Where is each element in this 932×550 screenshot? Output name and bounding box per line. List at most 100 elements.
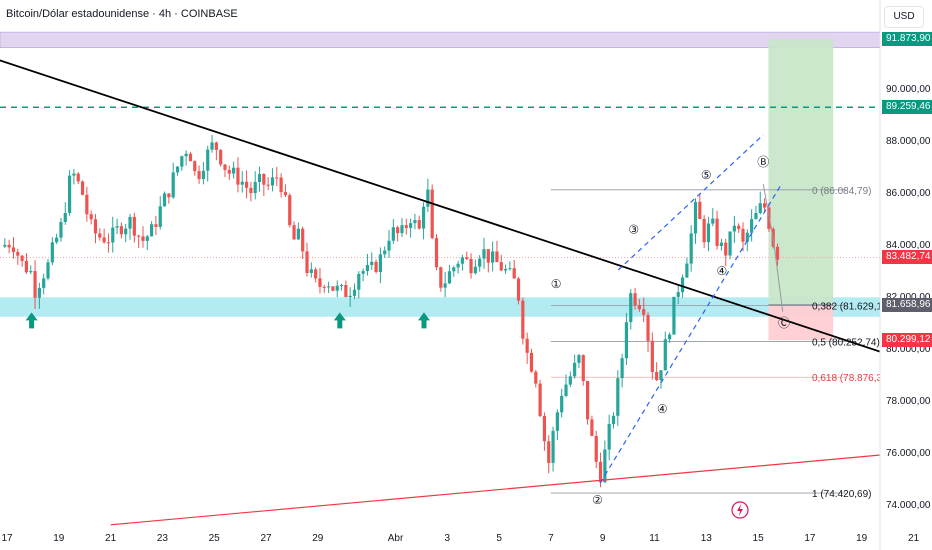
candle-body — [197, 171, 201, 180]
fib-level-label: 0 (86.084,79) — [812, 186, 872, 197]
candle-body — [521, 300, 525, 339]
candle-body — [560, 395, 564, 413]
candle-body — [305, 251, 309, 273]
candle-body — [378, 254, 382, 273]
candle-body — [469, 258, 473, 274]
candle-body — [335, 285, 339, 291]
candle-body — [7, 244, 11, 248]
wave-label: Ⓑ — [757, 155, 769, 169]
candle-body — [620, 358, 624, 379]
candle-body — [292, 225, 296, 240]
wave-label: ④ — [716, 264, 727, 278]
target-zone — [768, 39, 834, 305]
candle-body — [603, 449, 607, 483]
candle-body — [672, 296, 676, 335]
x-tick-label: 19 — [53, 533, 65, 544]
candle-body — [698, 201, 702, 219]
candle-body — [460, 257, 465, 264]
candle-body — [236, 167, 240, 185]
candle-body — [542, 416, 547, 442]
candle-body — [361, 271, 365, 274]
x-tick-label: 21 — [105, 533, 117, 544]
candle-body — [702, 218, 706, 243]
candle-body — [607, 424, 611, 450]
candle-body — [50, 242, 54, 263]
price-axis[interactable] — [880, 0, 932, 550]
candle-body — [728, 231, 732, 256]
candle-body — [223, 164, 227, 170]
x-tick-label: 15 — [753, 533, 765, 544]
candle-body — [503, 268, 508, 271]
candle-body — [89, 214, 93, 220]
candle-body — [348, 295, 352, 297]
candle-body — [396, 227, 400, 234]
candle-body — [585, 381, 590, 420]
candle-body — [210, 142, 214, 150]
candle-body — [128, 216, 132, 229]
resistance-zone — [0, 31, 881, 48]
candle-body — [374, 261, 378, 273]
candle-body — [417, 220, 421, 229]
fib-level-label: 0,618 (78.876,38) — [812, 373, 891, 384]
candle-body — [538, 383, 542, 417]
candle-body — [387, 240, 391, 251]
candle-body — [465, 257, 469, 259]
x-tick-label: 17 — [1, 533, 13, 544]
candle-body — [447, 271, 452, 284]
candle-body — [16, 251, 20, 256]
lightning-glyph — [737, 504, 743, 516]
candle-body — [106, 242, 111, 244]
candle-body — [370, 261, 374, 266]
candle-body — [581, 355, 585, 382]
candle-body — [594, 435, 598, 462]
candle-body — [646, 314, 650, 341]
candle-body — [754, 213, 758, 220]
candle-body — [767, 207, 771, 229]
candle-body — [257, 173, 262, 183]
support-zone — [0, 297, 880, 317]
x-tick-label: 11 — [649, 533, 660, 544]
candle-body — [478, 258, 482, 267]
wave-label: ③ — [628, 223, 639, 237]
candle-body — [577, 355, 581, 363]
candle-body — [529, 352, 534, 372]
candle-body — [616, 378, 620, 416]
y-tick-label: 74.000,00 — [886, 500, 931, 511]
x-tick-label: 21 — [908, 533, 920, 544]
candle-body — [598, 461, 603, 483]
candle-body — [737, 225, 741, 229]
price-tag: 89.259,46 — [882, 100, 932, 115]
candle-body — [29, 271, 33, 273]
candle-body — [486, 249, 490, 263]
candle-body — [352, 289, 357, 296]
candle-body — [98, 233, 102, 238]
candle-body — [745, 232, 749, 242]
channel-lower-line — [599, 183, 782, 484]
fib-level-label: 1 (74.420,69) — [812, 489, 872, 500]
candle-body — [59, 221, 63, 238]
candle-body — [162, 193, 167, 207]
candle-body — [508, 268, 512, 270]
candle-body — [590, 419, 594, 436]
candle-body — [443, 283, 447, 288]
candle-body — [275, 177, 279, 179]
currency-selector[interactable]: USD — [884, 6, 924, 28]
candle-body — [193, 161, 197, 172]
candle-body — [145, 236, 149, 241]
candle-body — [3, 244, 7, 247]
candle-body — [426, 189, 430, 207]
symbol-title: Bitcoin/Dólar estadounidense · 4h · COIN… — [6, 8, 238, 20]
candle-body — [253, 182, 257, 194]
candle-body — [67, 175, 72, 213]
candle-body — [184, 153, 188, 157]
candle-body — [63, 212, 67, 222]
x-tick-label: 9 — [600, 533, 606, 544]
candle-body — [227, 169, 231, 174]
candle-body — [391, 227, 395, 241]
candle-body — [318, 278, 322, 287]
candle-body — [55, 237, 59, 243]
candle-body — [137, 235, 141, 237]
candle-body — [339, 285, 344, 287]
candle-body — [439, 267, 443, 288]
